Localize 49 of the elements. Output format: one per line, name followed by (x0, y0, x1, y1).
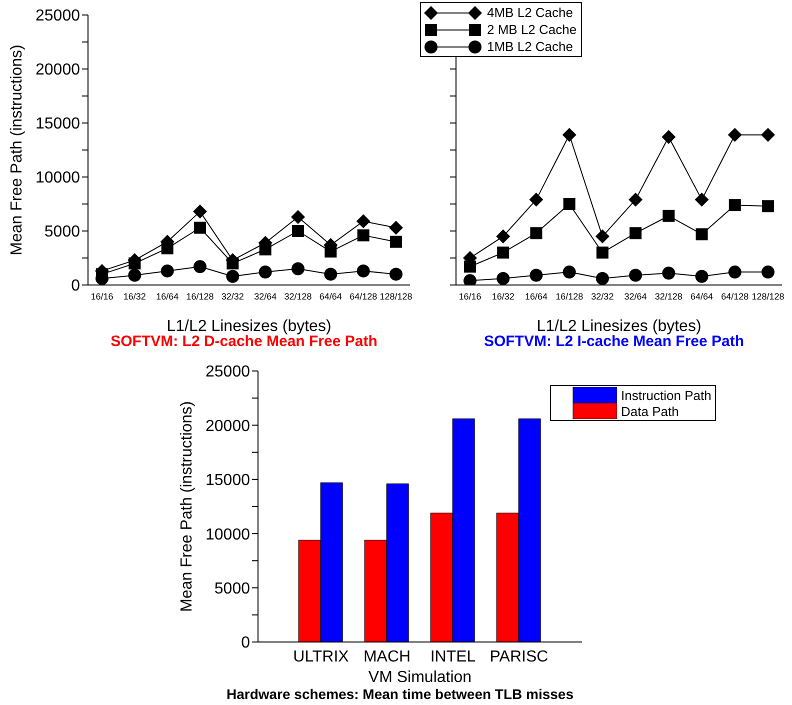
y-tick-label: 0 (71, 278, 80, 295)
x-tick-label: 16/16 (458, 291, 482, 302)
y-tick-label: 15000 (36, 116, 80, 133)
x-tick-label: 64/128 (350, 291, 378, 302)
x-tick-label: 16/64 (156, 291, 179, 302)
text: SOFTVM: L2 I-cache Mean Free Path (482, 333, 746, 350)
x-tick-label: 32/64 (624, 291, 647, 302)
x-tick-label: 32/64 (254, 291, 277, 302)
x-tick-label: 32/32 (221, 291, 244, 302)
x-tick-label: PARISC (490, 648, 548, 666)
x-tick-label: 128/128 (380, 291, 412, 302)
x-tick-label: 16/32 (123, 291, 146, 302)
x-tick-label: 16/64 (524, 291, 548, 302)
y-tick-label: 20000 (206, 418, 250, 435)
legend-label: Instruction Path (621, 388, 712, 402)
legend-label: 4MB L2 Cache (487, 5, 573, 20)
x-tick-label: MACH (363, 648, 411, 666)
y-tick-label: 20000 (36, 62, 80, 79)
x-axis-title: L1/L2 Linesizes (bytes) (166, 318, 332, 335)
x-tick-label: 128/128 (752, 291, 784, 302)
y-tick-label: 25000 (36, 8, 80, 25)
text: Hardware schemes: Mean time between TLB misses (225, 686, 575, 702)
y-tick-label: 10000 (36, 170, 80, 187)
x-tick-label: 64/128 (721, 291, 749, 302)
x-tick-label: INTEL (430, 648, 476, 666)
y-tick-label: 5000 (44, 224, 80, 241)
x-tick-label: 16/128 (556, 291, 584, 302)
y-tick-label: 0 (241, 634, 250, 652)
legend-label: 1MB L2 Cache (487, 39, 573, 54)
x-tick-label: 16/32 (492, 291, 514, 302)
x-axis-title: VM Simulation (368, 669, 472, 686)
x-tick-label: 32/128 (654, 291, 682, 302)
x-tick-label: 32/32 (591, 291, 614, 302)
x-tick-label: 64/64 (319, 291, 342, 302)
x-tick-label: 32/128 (284, 291, 312, 302)
y-tick-label: 5000 (214, 580, 250, 598)
y-axis-title: Mean Free Path (instructions) (8, 44, 26, 256)
y-tick-label: 25000 (206, 364, 250, 381)
legend-label: 2 MB L2 Cache (487, 22, 577, 37)
y-axis-title: Mean Free Path (instructions) (178, 401, 196, 612)
y-tick-label: 10000 (206, 526, 250, 544)
x-tick-label: 16/16 (90, 291, 114, 302)
x-tick-label: ULTRIX (293, 648, 350, 666)
text: SOFTVM: L2 D-cache Mean Free Path (110, 333, 378, 350)
x-tick-label: 16/128 (186, 291, 214, 302)
x-axis-title: L1/L2 Linesizes (bytes) (536, 318, 702, 335)
legend-label: Data Path (621, 404, 679, 418)
x-tick-label: 64/64 (690, 291, 714, 302)
y-tick-label: 15000 (206, 472, 250, 490)
